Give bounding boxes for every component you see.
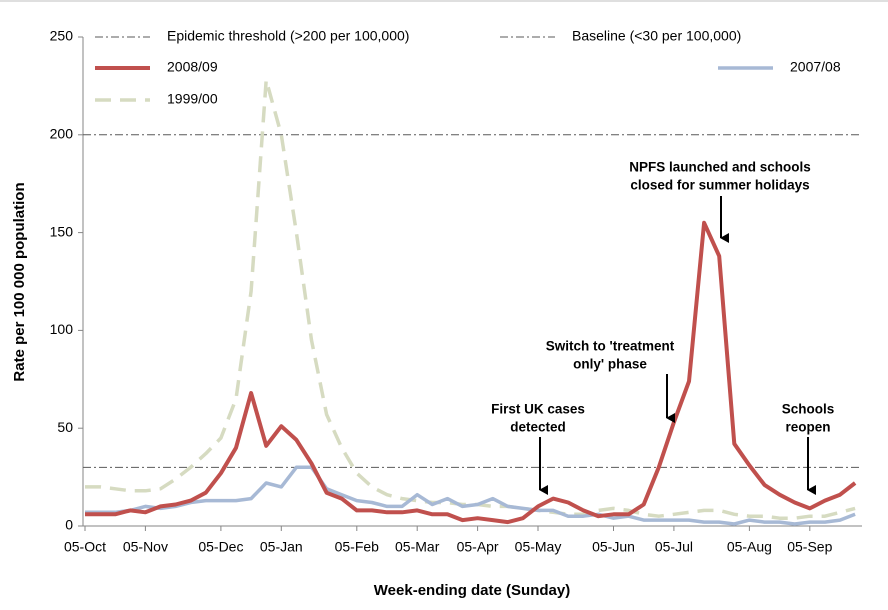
y-tick-label: 200 — [50, 126, 74, 142]
annotation: Schools — [782, 402, 835, 417]
x-tick-label: 05-Jun — [592, 539, 635, 555]
x-tick-label: 05-Jul — [655, 539, 693, 555]
y-tick-label: 250 — [50, 28, 74, 44]
x-tick-label: 05-Dec — [198, 539, 243, 555]
annotation: Switch to 'treatment — [546, 339, 675, 354]
x-tick-label: 05-Sep — [787, 539, 832, 555]
legend-label: 1999/00 — [167, 91, 218, 107]
x-axis-title: Week-ending date (Sunday) — [374, 582, 570, 599]
y-tick-label: 100 — [50, 321, 74, 337]
annotation: reopen — [785, 420, 830, 435]
y-tick-label: 0 — [65, 517, 73, 533]
annotation: closed for summer holidays — [630, 178, 809, 193]
annotation: NPFS launched and schools — [629, 160, 811, 175]
y-axis-title: Rate per 100 000 population — [11, 182, 28, 381]
x-tick-label: 05-Nov — [123, 539, 168, 555]
x-tick-label: 05-May — [515, 539, 562, 555]
annotation: only' phase — [573, 357, 647, 372]
x-tick-label: 05-Aug — [727, 539, 772, 555]
y-tick-label: 150 — [50, 223, 74, 239]
x-tick-label: 05-Feb — [335, 539, 380, 555]
annotation: detected — [510, 420, 566, 435]
y-tick-label: 50 — [57, 419, 73, 435]
legend-label: Epidemic threshold (>200 per 100,000) — [167, 28, 409, 44]
x-tick-label: 05-Jan — [260, 539, 303, 555]
x-tick-label: 05-Apr — [457, 539, 499, 555]
series-line — [85, 78, 856, 520]
legend-label: Baseline (<30 per 100,000) — [572, 28, 741, 44]
series-line — [85, 465, 856, 526]
annotation: First UK cases — [491, 402, 585, 417]
legend-label: 2007/08 — [790, 59, 841, 75]
x-tick-label: 05-Oct — [64, 539, 106, 555]
legend-label: 2008/09 — [167, 59, 218, 75]
series-line — [85, 220, 857, 525]
x-tick-label: 05-Mar — [395, 539, 440, 555]
